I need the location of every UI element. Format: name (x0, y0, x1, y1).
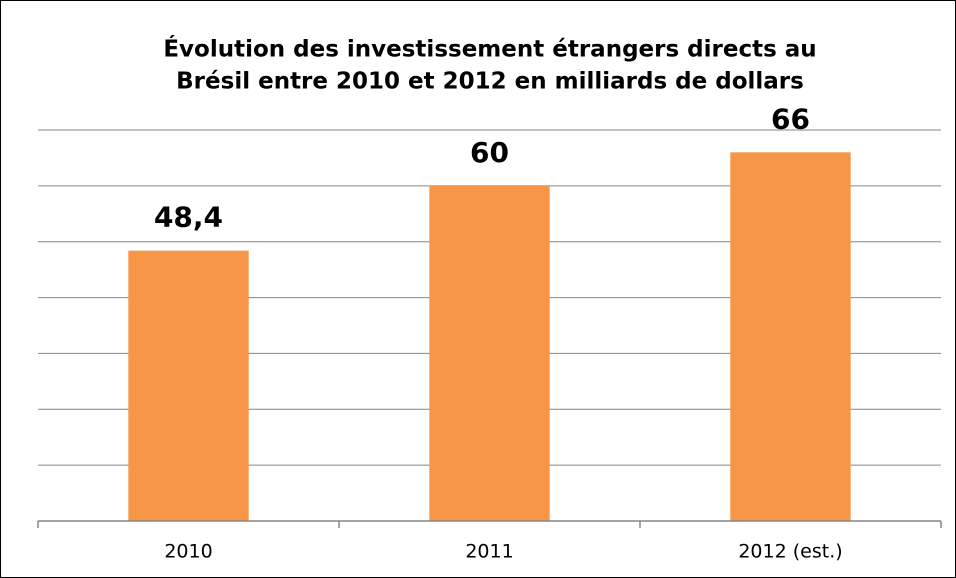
data-label: 60 (470, 136, 509, 169)
bar (429, 185, 550, 521)
bar (128, 250, 249, 521)
chart-title: Évolution des investissement étrangers d… (163, 35, 816, 63)
bar (730, 152, 851, 522)
x-tick-label: 2011 (465, 541, 513, 563)
data-label: 66 (771, 102, 810, 135)
data-label: 48,4 (154, 201, 223, 234)
chart-title: Brésil entre 2010 et 2012 en milliards d… (176, 69, 804, 95)
x-tick-label: 2010 (164, 541, 212, 563)
x-tick-label: 2012 (est.) (738, 541, 842, 563)
